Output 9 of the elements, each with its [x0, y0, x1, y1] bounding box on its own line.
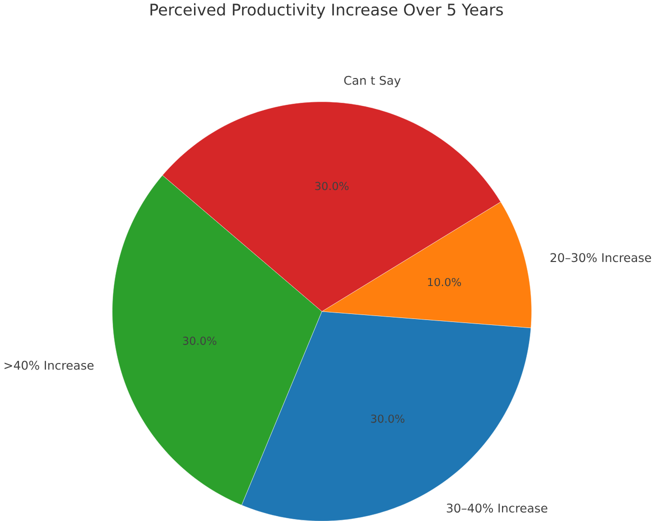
data-label: 30.0%: [315, 182, 349, 190]
slice-label: 30–40% Increase: [446, 503, 548, 512]
slice-label: 20–30% Increase: [550, 252, 652, 262]
data-label: 10.0%: [428, 278, 462, 286]
data-label: 30.0%: [183, 336, 216, 345]
data-label: 30.0%: [371, 414, 404, 423]
slice-label: >40% Increase: [4, 360, 94, 370]
chart-title: Perceived Productivity Increase Over 5 Years: [150, 3, 503, 19]
slice-label: Can t Say: [344, 76, 401, 88]
